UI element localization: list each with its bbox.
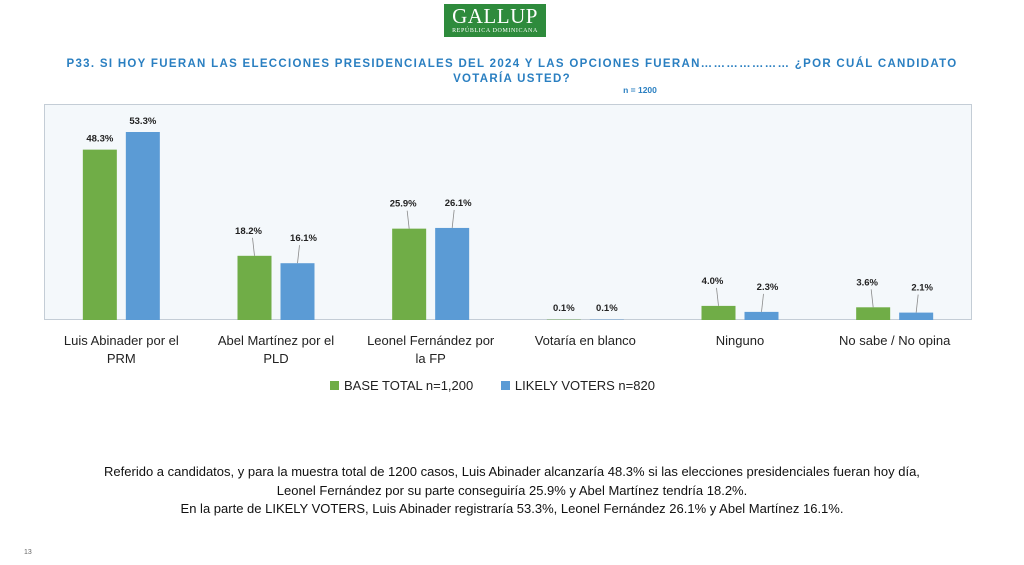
legend-item-base-total: BASE TOTAL n=1,200 bbox=[330, 378, 473, 393]
bar-base-total-5 bbox=[856, 307, 891, 320]
question-line-1: P33. SI HOY FUERAN LAS ELECCIONES PRESID… bbox=[66, 58, 958, 70]
leader-line-likely-voters-4 bbox=[761, 293, 764, 312]
legend-label-base-total: BASE TOTAL n=1,200 bbox=[344, 378, 474, 393]
data-label-base-total-1: 18.2% bbox=[235, 226, 262, 237]
data-label-base-total-3: 0.1% bbox=[553, 303, 575, 314]
bar-likely-voters-4 bbox=[744, 311, 779, 320]
bar-base-total-2 bbox=[392, 228, 427, 320]
category-label-5: No sabe / No opina bbox=[839, 333, 951, 348]
category-label-1: Abel Martínez por el bbox=[218, 333, 334, 348]
data-label-likely-voters-2: 26.1% bbox=[445, 198, 472, 209]
category-label-0: PRM bbox=[107, 351, 136, 366]
category-label-2: la FP bbox=[415, 351, 445, 366]
bar-likely-voters-5 bbox=[899, 312, 934, 320]
leader-line-likely-voters-5 bbox=[915, 294, 919, 313]
leader-line-likely-voters-2 bbox=[451, 209, 455, 228]
sample-size-label: n = 1200 bbox=[623, 85, 657, 95]
category-label-4: Ninguno bbox=[716, 333, 764, 348]
summary-line-3: En la parte de LIKELY VOTERS, Luis Abina… bbox=[180, 501, 844, 516]
legend-swatch-likely-voters bbox=[500, 381, 510, 390]
legend-label-likely-voters: LIKELY VOTERS n=820 bbox=[514, 378, 655, 393]
bar-chart: 48.3% 53.3% Luis Abinader por el PRM 18.2% 16… bbox=[64, 116, 951, 366]
data-label-likely-voters-0: 53.3% bbox=[129, 116, 156, 127]
gallup-logo: GALLUP REPÚBLICA DOMINICANA bbox=[444, 4, 546, 37]
category-label-0: Luis Abinader por el bbox=[64, 333, 179, 348]
data-label-base-total-2: 25.9% bbox=[390, 199, 417, 210]
question-line-2: VOTARÍA USTED? bbox=[453, 73, 571, 85]
data-label-likely-voters-5: 2.1% bbox=[911, 283, 933, 294]
legend-item-likely-voters: LIKELY VOTERS n=820 bbox=[500, 378, 655, 393]
page-number: 13 bbox=[24, 549, 32, 556]
data-label-base-total-0: 48.3% bbox=[86, 134, 113, 145]
summary-line-2: Leonel Fernández por su parte conseguirí… bbox=[276, 482, 748, 498]
summary-text: Referido a candidatos, y para la muestra… bbox=[30, 463, 994, 519]
leader-line-base-total-4 bbox=[716, 287, 719, 306]
logo-brand: GALLUP bbox=[452, 4, 538, 28]
question-title: P33. SI HOY FUERAN LAS ELECCIONES PRESID… bbox=[40, 57, 984, 87]
chart-legend: BASE TOTAL n=1,200 LIKELY VOTERS n=820 bbox=[330, 378, 679, 393]
legend-swatch-base-total bbox=[330, 381, 339, 390]
summary-line-1: Referido a candidatos, y para la muestra… bbox=[104, 464, 920, 479]
bar-likely-voters-0 bbox=[125, 132, 160, 320]
leader-line-likely-voters-1 bbox=[297, 245, 300, 264]
leader-line-base-total-5 bbox=[870, 289, 874, 308]
category-label-3: Votaría en blanco bbox=[535, 333, 636, 348]
data-label-likely-voters-3: 0.1% bbox=[596, 303, 618, 314]
bar-base-total-4 bbox=[701, 305, 736, 320]
data-label-base-total-4: 4.0% bbox=[702, 276, 724, 287]
bar-likely-voters-1 bbox=[280, 263, 315, 320]
bar-likely-voters-2 bbox=[435, 227, 470, 320]
data-label-likely-voters-1: 16.1% bbox=[290, 233, 317, 244]
leader-line-base-total-1 bbox=[252, 237, 255, 256]
leader-line-base-total-2 bbox=[406, 210, 410, 229]
category-label-1: PLD bbox=[263, 351, 288, 366]
data-label-base-total-5: 3.6% bbox=[856, 277, 878, 288]
logo-subtitle: REPÚBLICA DOMINICANA bbox=[452, 28, 538, 34]
bar-base-total-1 bbox=[237, 255, 272, 320]
category-label-2: Leonel Fernández por bbox=[367, 333, 495, 348]
data-label-likely-voters-4: 2.3% bbox=[757, 282, 779, 293]
bar-base-total-0 bbox=[82, 149, 117, 320]
plot-area bbox=[44, 104, 972, 320]
